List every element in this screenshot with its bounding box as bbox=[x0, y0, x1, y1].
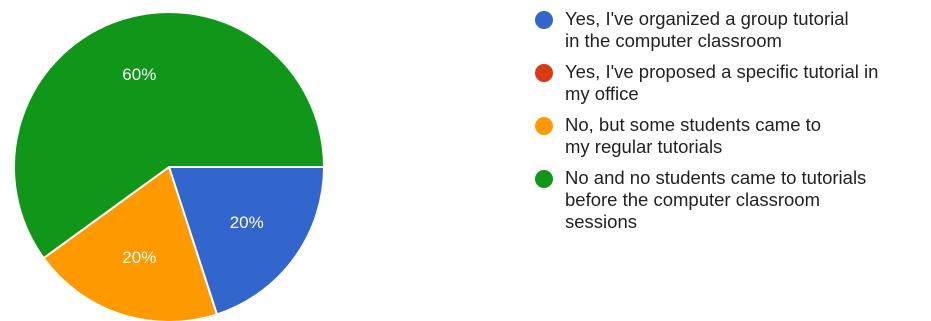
legend-label-1: Yes, I've organized a group tutorial in … bbox=[565, 8, 849, 51]
pie-slice-4 bbox=[13, 11, 326, 260]
legend-swatch-4 bbox=[535, 170, 553, 188]
pie-slice-3 bbox=[42, 165, 219, 321]
legend: Yes, I've organized a group tutorial in … bbox=[535, 8, 927, 242]
legend-item-1: Yes, I've organized a group tutorial in … bbox=[535, 8, 927, 52]
legend-swatch-1 bbox=[535, 11, 553, 29]
slice-labels: 20% 20% 60% bbox=[122, 65, 263, 267]
legend-swatch-2 bbox=[535, 64, 553, 82]
pie-slices bbox=[13, 11, 326, 321]
legend-item-2: Yes, I've proposed a specific tutorial i… bbox=[535, 61, 927, 105]
slice-label-4: 60% bbox=[122, 65, 156, 84]
legend-item-4: No and no students came to tutorials bef… bbox=[535, 167, 927, 233]
legend-item-3: No, but some students came to my regular… bbox=[535, 114, 927, 158]
pie-chart: 20% 20% 60% bbox=[13, 11, 326, 321]
legend-label-3: No, but some students came to my regular… bbox=[565, 114, 822, 157]
slice-label-3: 20% bbox=[122, 248, 156, 267]
slice-label-1: 20% bbox=[230, 213, 264, 232]
legend-label-4: No and no students came to tutorials bef… bbox=[565, 167, 867, 232]
legend-label-2: Yes, I've proposed a specific tutorial i… bbox=[565, 61, 879, 104]
pie-slice-1 bbox=[167, 166, 326, 316]
legend-swatch-3 bbox=[535, 117, 553, 135]
